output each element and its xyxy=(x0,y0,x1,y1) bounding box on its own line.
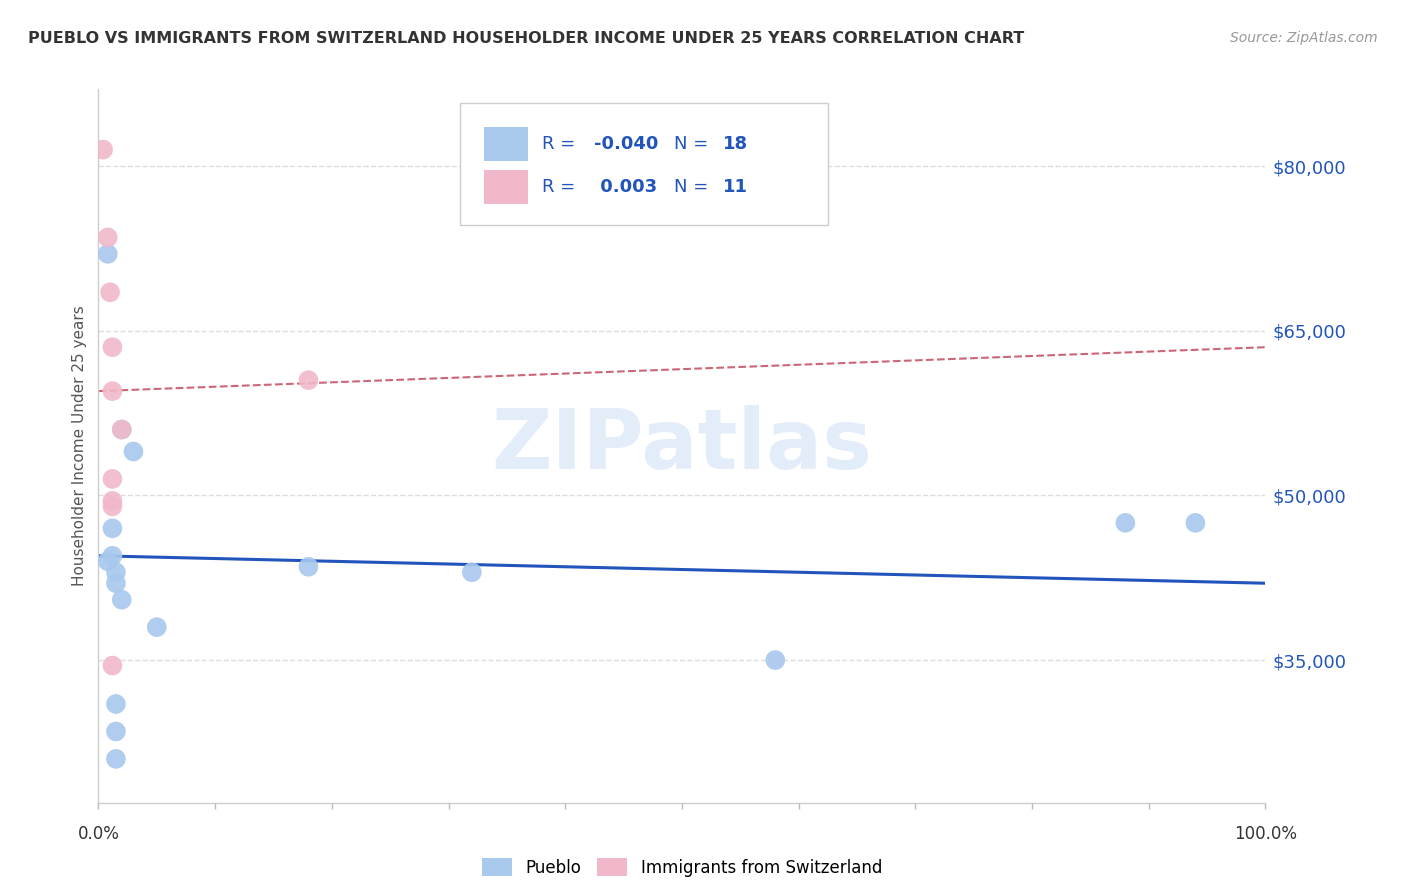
Point xyxy=(1184,516,1206,530)
Point xyxy=(101,549,124,563)
Point xyxy=(111,423,134,437)
Text: ZIPatlas: ZIPatlas xyxy=(492,406,872,486)
Text: 0.0%: 0.0% xyxy=(77,825,120,843)
Text: N =: N = xyxy=(673,178,714,196)
Point xyxy=(97,554,120,568)
Point xyxy=(101,521,124,535)
Point xyxy=(1114,516,1136,530)
Y-axis label: Householder Income Under 25 years: Householder Income Under 25 years xyxy=(72,306,87,586)
Text: -0.040: -0.040 xyxy=(595,136,659,153)
Point xyxy=(122,444,145,458)
Text: N =: N = xyxy=(673,136,714,153)
Point xyxy=(97,247,120,261)
Point xyxy=(101,340,124,354)
Point xyxy=(104,576,127,591)
Point xyxy=(98,285,121,300)
Text: 0.003: 0.003 xyxy=(595,178,658,196)
Point xyxy=(101,472,124,486)
Point xyxy=(111,423,134,437)
Text: PUEBLO VS IMMIGRANTS FROM SWITZERLAND HOUSEHOLDER INCOME UNDER 25 YEARS CORRELAT: PUEBLO VS IMMIGRANTS FROM SWITZERLAND HO… xyxy=(28,31,1025,46)
Legend: Pueblo, Immigrants from Switzerland: Pueblo, Immigrants from Switzerland xyxy=(482,858,882,877)
FancyBboxPatch shape xyxy=(484,127,527,161)
Point xyxy=(91,143,114,157)
Point xyxy=(104,724,127,739)
Text: 100.0%: 100.0% xyxy=(1234,825,1296,843)
Text: 18: 18 xyxy=(723,136,748,153)
Point xyxy=(763,653,786,667)
Text: 11: 11 xyxy=(723,178,748,196)
Point xyxy=(297,373,319,387)
FancyBboxPatch shape xyxy=(484,169,527,204)
Text: R =: R = xyxy=(541,178,581,196)
Point xyxy=(101,494,124,508)
Point xyxy=(101,500,124,514)
Point xyxy=(101,658,124,673)
FancyBboxPatch shape xyxy=(460,103,828,225)
Point xyxy=(297,559,319,574)
Point xyxy=(146,620,169,634)
Point xyxy=(97,230,120,244)
Text: Source: ZipAtlas.com: Source: ZipAtlas.com xyxy=(1230,31,1378,45)
Point xyxy=(101,384,124,398)
Point xyxy=(461,566,484,580)
Point xyxy=(104,752,127,766)
Point xyxy=(104,566,127,580)
Point xyxy=(104,697,127,711)
Point xyxy=(111,592,134,607)
Text: R =: R = xyxy=(541,136,581,153)
